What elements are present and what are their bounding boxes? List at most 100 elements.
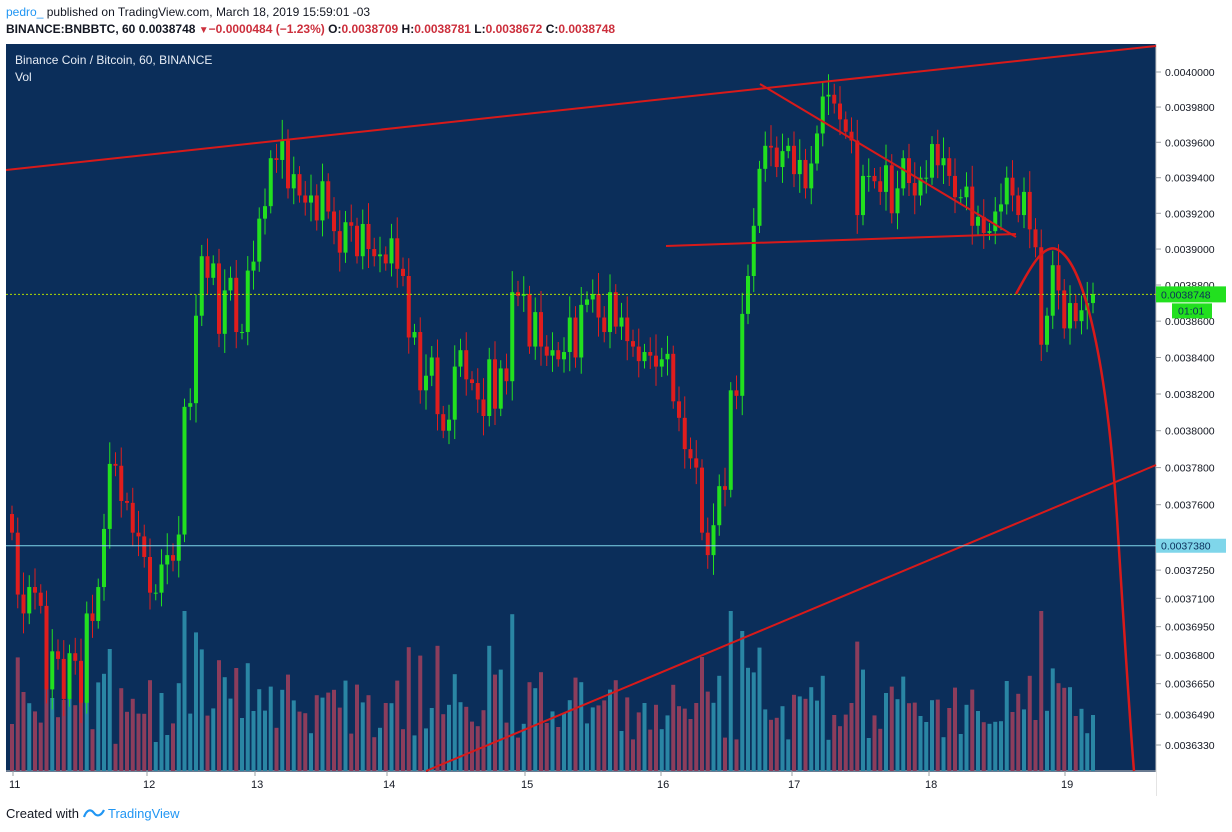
price-tick-label: 0.0036490 xyxy=(1165,709,1215,721)
volume-bar xyxy=(907,703,911,771)
volume-bar xyxy=(389,703,394,771)
candle-body xyxy=(815,133,819,164)
candle-body xyxy=(1039,247,1044,345)
candle-body xyxy=(780,151,785,168)
candle-body xyxy=(136,532,141,537)
volume-bar xyxy=(332,689,336,771)
volume-bar xyxy=(970,689,975,771)
candle-body xyxy=(452,366,457,420)
volume-bar xyxy=(435,645,440,771)
candle-body xyxy=(981,216,986,233)
candle-body xyxy=(217,263,221,334)
candle-body xyxy=(636,346,641,362)
volume-bar xyxy=(1050,668,1055,771)
author-link[interactable]: pedro_ xyxy=(6,5,44,19)
candle-body xyxy=(142,536,147,557)
time-tick-label: 15 xyxy=(521,779,533,791)
volume-bar xyxy=(521,723,526,771)
candle-body xyxy=(79,660,83,703)
candle-body xyxy=(631,341,635,347)
candle-body xyxy=(401,268,405,277)
candles-layer xyxy=(10,74,1095,723)
footer: Created with TradingView xyxy=(6,806,180,821)
candle-body xyxy=(389,238,394,264)
candle-body xyxy=(395,238,400,269)
volume-bar xyxy=(234,668,239,771)
candle-body xyxy=(291,174,296,189)
candle-body xyxy=(211,263,216,278)
volume-bar xyxy=(493,674,497,771)
candle-body xyxy=(723,486,727,490)
volume-bar xyxy=(688,719,693,771)
volume-bar xyxy=(228,698,233,771)
candle-body xyxy=(274,158,279,160)
volume-bar xyxy=(424,728,428,771)
volume-bar xyxy=(303,713,308,771)
volume-bar xyxy=(395,680,400,771)
drawings-layer xyxy=(6,45,1157,772)
price-tick-label: 0.0037250 xyxy=(1165,565,1215,577)
candle-body xyxy=(107,463,112,529)
volume-bar xyxy=(199,649,204,771)
volume-bar xyxy=(516,737,520,771)
volume-bar xyxy=(504,722,509,771)
candle-body xyxy=(590,294,595,300)
volume-bar xyxy=(429,708,434,771)
candle-body xyxy=(728,390,733,490)
volume-bar xyxy=(79,685,83,771)
last-price: 0.0038748 xyxy=(138,22,196,36)
volume-bar xyxy=(700,657,704,771)
candle-body xyxy=(1079,310,1084,322)
lower-trendline[interactable] xyxy=(425,464,1157,772)
volume-bar xyxy=(861,669,865,771)
candle-body xyxy=(50,651,55,690)
candle-body xyxy=(717,486,722,526)
volume-bar xyxy=(15,657,20,771)
candle-body xyxy=(458,350,463,367)
candle-body xyxy=(849,131,854,141)
volume-bar xyxy=(912,702,917,771)
candle-body xyxy=(556,350,561,360)
candle-body xyxy=(1010,177,1015,196)
volume-bar xyxy=(746,667,750,771)
price-tick-label: 0.0038200 xyxy=(1165,389,1215,401)
candle-body xyxy=(67,653,72,699)
volume-bar xyxy=(677,706,681,771)
triangle-base-line[interactable] xyxy=(665,233,1017,247)
upper-trendline[interactable] xyxy=(6,45,1157,171)
triangle-descending-line[interactable] xyxy=(759,83,1017,238)
volume-bar xyxy=(665,715,670,771)
volume-bar xyxy=(866,738,871,771)
candle-body xyxy=(1033,229,1038,248)
candle-body xyxy=(544,346,549,356)
candle-body xyxy=(21,594,26,614)
candle-body xyxy=(355,225,359,257)
candle-body xyxy=(826,94,831,97)
high-value: 0.0038781 xyxy=(414,22,471,36)
tradingview-link[interactable]: TradingView xyxy=(108,806,180,821)
volume-bar xyxy=(286,674,290,771)
volume-bar xyxy=(125,711,129,771)
price-tick-label: 0.0038000 xyxy=(1165,426,1215,438)
candle-body xyxy=(165,555,170,565)
price-tick-label: 0.0040000 xyxy=(1165,67,1215,79)
price-tick-label: 0.0039600 xyxy=(1165,137,1215,149)
candle-body xyxy=(33,587,37,593)
volume-bar xyxy=(33,711,37,771)
candle-body xyxy=(406,276,411,338)
volume-bar xyxy=(763,709,768,771)
candle-body xyxy=(625,317,630,342)
candle-body xyxy=(153,592,158,594)
volume-label: Vol xyxy=(15,70,32,84)
volume-bar xyxy=(498,669,503,771)
price-chart[interactable]: 0.0040000 0.0039800 0.0039600 0.0039400 0.00… xyxy=(6,44,1228,796)
candle-body xyxy=(1062,290,1067,329)
candle-body xyxy=(930,144,934,178)
candle-body xyxy=(527,294,532,347)
volume-bar xyxy=(343,680,348,771)
volume-bar xyxy=(602,700,607,771)
volume-bar xyxy=(671,684,676,771)
volume-bar xyxy=(263,710,267,771)
projection-curve[interactable] xyxy=(1014,247,1136,772)
volume-bar xyxy=(953,687,957,771)
